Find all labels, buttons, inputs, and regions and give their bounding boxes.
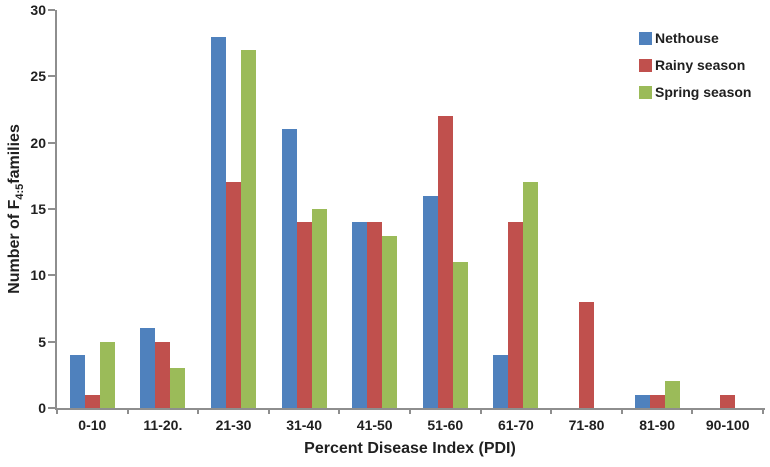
y-tick-label-30: 30 <box>30 2 46 18</box>
bar-nethouse-81-90 <box>634 394 650 408</box>
bar-spring-season-41-50 <box>382 235 398 408</box>
y-tick-label-0: 0 <box>38 400 46 416</box>
legend-item-spring-season: Spring season <box>639 84 751 100</box>
x-tick-label-0-10: 0-10 <box>78 417 107 433</box>
x-tick-mark <box>691 408 694 414</box>
legend-label-spring-season: Spring season <box>655 84 752 100</box>
x-axis-title: Percent Disease Index (PDI) <box>304 440 516 457</box>
x-tick-label-51-60: 51-60 <box>427 417 464 433</box>
legend-swatch-nethouse <box>639 31 652 45</box>
bar-rainy-season-41-50 <box>367 222 383 408</box>
legend-swatch-spring-season <box>639 85 652 99</box>
x-tick-label-61-70: 61-70 <box>497 417 534 433</box>
x-tick-mark <box>126 408 129 414</box>
bar-rainy-season-81-90 <box>649 394 665 408</box>
bar-rainy-season-21-30 <box>226 182 241 408</box>
bar-rainy-season-61-70 <box>508 222 524 408</box>
y-tick-mark <box>48 9 55 11</box>
x-tick-label-71-80: 71-80 <box>568 417 605 433</box>
x-tick-mark <box>267 408 270 414</box>
x-tick-mark <box>197 408 200 414</box>
bar-nethouse-61-70 <box>493 354 509 408</box>
bar-spring-season-81-90 <box>664 381 680 408</box>
legend-label-nethouse: Nethouse <box>655 30 719 46</box>
y-axis-line <box>55 10 57 410</box>
y-axis-title-suffix: families <box>5 124 23 184</box>
bar-rainy-season-31-40 <box>296 222 312 408</box>
y-tick-label-25: 25 <box>30 68 46 85</box>
y-tick-mark <box>48 75 55 78</box>
bar-spring-season-51-60 <box>452 262 468 408</box>
bar-spring-season-21-30 <box>241 49 256 408</box>
bar-rainy-season-0-10 <box>84 394 100 408</box>
bar-nethouse-31-40 <box>281 129 297 408</box>
y-tick-label-20: 20 <box>30 134 46 151</box>
y-tick-mark <box>48 274 55 277</box>
x-tick-label-31-40: 31-40 <box>286 417 322 433</box>
bar-spring-season-61-70 <box>523 182 539 408</box>
x-tick-mark <box>409 408 411 414</box>
x-tick-label-41-50: 41-50 <box>356 417 393 433</box>
x-tick-mark <box>762 408 764 414</box>
legend-item-rainy-season: Rainy season <box>639 57 751 73</box>
x-tick-label-90-100: 90-100 <box>705 417 750 433</box>
legend: Nethouse Rainy season Spring season <box>639 30 751 111</box>
x-tick-mark <box>479 408 482 414</box>
bar-rainy-season-51-60 <box>437 116 453 408</box>
bar-nethouse-41-50 <box>352 222 368 408</box>
bar-rainy-season-11-20 <box>155 341 171 408</box>
bar-nethouse-21-30 <box>211 36 226 408</box>
legend-swatch-rainy-season <box>639 58 652 72</box>
legend-label-rainy-season: Rainy season <box>655 57 746 73</box>
y-tick-label-5: 5 <box>38 333 46 350</box>
bar-rainy-season-71-80 <box>579 301 594 408</box>
y-tick-mark <box>48 407 55 409</box>
bar-nethouse-51-60 <box>422 195 438 408</box>
y-tick-label-15: 15 <box>30 201 46 217</box>
bar-rainy-season-90-100 <box>720 394 736 408</box>
x-tick-mark <box>338 408 341 414</box>
x-tick-label-11-20: 11-20. <box>143 417 183 433</box>
y-tick-mark <box>48 340 55 343</box>
y-tick-mark <box>48 141 55 144</box>
x-tick-label-21-30: 21-30 <box>215 417 252 433</box>
x-tick-mark <box>620 408 623 414</box>
y-tick-mark <box>48 208 55 210</box>
legend-item-nethouse: Nethouse <box>639 30 751 46</box>
bar-spring-season-0-10 <box>99 341 115 408</box>
bar-nethouse-0-10 <box>69 354 85 408</box>
y-tick-label-10: 10 <box>30 267 46 284</box>
x-tick-mark <box>56 408 58 414</box>
bar-nethouse-11-20 <box>140 328 156 408</box>
bar-spring-season-11-20 <box>170 368 186 408</box>
y-axis-title-subscript: 4:5 <box>14 183 27 200</box>
bar-spring-season-31-40 <box>311 209 327 408</box>
x-tick-mark <box>550 408 553 414</box>
x-tick-label-81-90: 81-90 <box>639 417 675 433</box>
